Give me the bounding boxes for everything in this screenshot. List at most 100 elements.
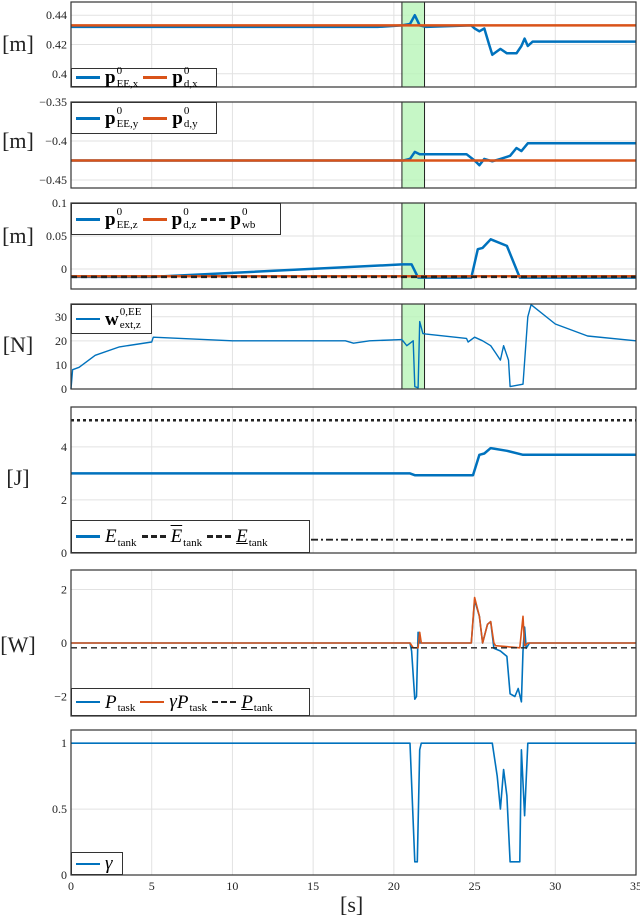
y-tick-label: 0 — [61, 546, 67, 560]
series-line-p-EEx — [71, 13, 636, 57]
axes-frame — [70, 569, 637, 717]
x-tick-label: 30 — [549, 879, 561, 893]
legend-swatch — [76, 76, 100, 79]
y-tick-label: 0 — [61, 636, 67, 650]
highlight-band — [401, 1, 426, 88]
legend-subscript: ext,z — [119, 319, 141, 331]
legend-symbol: p — [171, 208, 183, 230]
series-line-e-tank — [71, 446, 636, 477]
legend-prefix: γ — [169, 691, 177, 712]
legend-subscript: EE,x — [116, 77, 139, 90]
legend-subscript: d,y — [183, 118, 198, 130]
y-tick-label: −2 — [54, 689, 67, 703]
y-axis-label: [N] — [3, 332, 34, 357]
x-axis-label: [s] — [340, 892, 364, 917]
legend-symbol: p — [105, 107, 116, 129]
legend-entry: p 0 wb — [201, 207, 255, 231]
legend-symbol: p — [105, 67, 116, 88]
x-tick-label: 20 — [388, 879, 400, 893]
y-axis-label: [J] — [6, 465, 29, 490]
y-tick-label: 20 — [55, 334, 67, 348]
legend-superscript: 0 — [183, 64, 190, 77]
y-tick-label: 30 — [55, 310, 67, 324]
y-tick-label: 1 — [61, 736, 67, 750]
legend: γ — [71, 852, 123, 875]
legend-subscript: EE,y — [116, 118, 139, 130]
legend-symbol: p — [230, 208, 241, 230]
y-axis-label: [m] — [2, 223, 34, 248]
x-tick-label: 25 — [469, 879, 481, 893]
legend-symbol: E — [105, 526, 117, 547]
legend-swatch — [76, 318, 100, 320]
y-tick-label: −0.4 — [45, 134, 67, 148]
y-tick-label: 0.44 — [46, 8, 67, 22]
legend-entry: p 0 d,y — [143, 106, 198, 130]
x-tick-label: 35 — [630, 879, 640, 893]
legend: p 0 EE,y p 0 d,y — [71, 102, 217, 134]
legend-symbol: E — [170, 526, 183, 547]
legend-subscript: task — [117, 702, 136, 714]
y-tick-label: −0.45 — [39, 173, 67, 187]
legend-superscript — [189, 690, 207, 701]
legend-swatch — [143, 76, 168, 79]
axes-frame — [70, 101, 637, 189]
legend-entry: p 0 EE,x — [76, 64, 139, 90]
legend-superscript: 0 — [241, 206, 248, 218]
y-tick-label: 0.5 — [52, 802, 67, 816]
axes-frame — [70, 406, 637, 554]
legend-subscript: tank — [248, 536, 268, 549]
legend-subscript: EE,z — [116, 219, 138, 231]
y-tick-label: −0.35 — [39, 95, 67, 109]
legend-entry: p 0 EE,y — [76, 106, 138, 130]
y-tick-label: 0.42 — [46, 38, 67, 52]
legend-superscript — [249, 525, 268, 536]
legend-swatch — [76, 535, 100, 538]
legend-superscript: 0 — [116, 64, 123, 77]
legend-symbol: γ — [105, 853, 113, 874]
legend-subscript: task — [189, 702, 208, 714]
x-tick-label: 15 — [307, 879, 319, 893]
y-tick-label: 0 — [61, 262, 67, 276]
legend-swatch — [141, 535, 166, 538]
legend-superscript: 0 — [116, 105, 123, 117]
y-tick-label: 2 — [61, 583, 67, 597]
legend-swatch — [76, 217, 100, 221]
axes-frame — [70, 202, 637, 290]
legend-subscript: tank — [253, 702, 273, 714]
legend-entry: p 0 EE,z — [76, 207, 138, 231]
legend-superscript — [118, 525, 137, 536]
series-line-p-EEz — [71, 238, 636, 279]
legend-entry: w 0,EE ext,z — [76, 307, 141, 331]
legend-swatch — [143, 116, 168, 120]
y-tick-label: 0.1 — [52, 196, 67, 210]
axes-frame — [70, 1, 637, 88]
legend-entry: p 0 d,z — [142, 207, 196, 231]
y-tick-label: 4 — [61, 440, 67, 454]
legend-superscript — [183, 525, 202, 536]
legend-subscript: d,x — [183, 77, 198, 90]
legend-swatch — [212, 701, 237, 703]
legend-entry: p 0 d,x — [143, 64, 198, 90]
series-line-p-task — [71, 596, 636, 649]
legend-swatch — [140, 701, 165, 703]
y-tick-label: 0 — [61, 868, 67, 882]
x-tick-label: 0 — [68, 879, 74, 893]
y-tick-label: 10 — [55, 358, 67, 372]
legend-symbol: p — [105, 208, 116, 230]
axes-frame — [70, 303, 637, 390]
legend-symbol: P — [241, 691, 253, 713]
legend-symbol: p — [172, 107, 183, 129]
legend: w 0,EE ext,z — [71, 304, 152, 334]
y-tick-label: 2 — [61, 493, 67, 507]
y-tick-label: 0 — [61, 382, 67, 396]
legend-swatch — [76, 862, 100, 865]
x-tick-label: 5 — [149, 879, 155, 893]
panel-7: 0 5 10 15 20 25 30 35 0 0.5 1 — [52, 729, 640, 893]
